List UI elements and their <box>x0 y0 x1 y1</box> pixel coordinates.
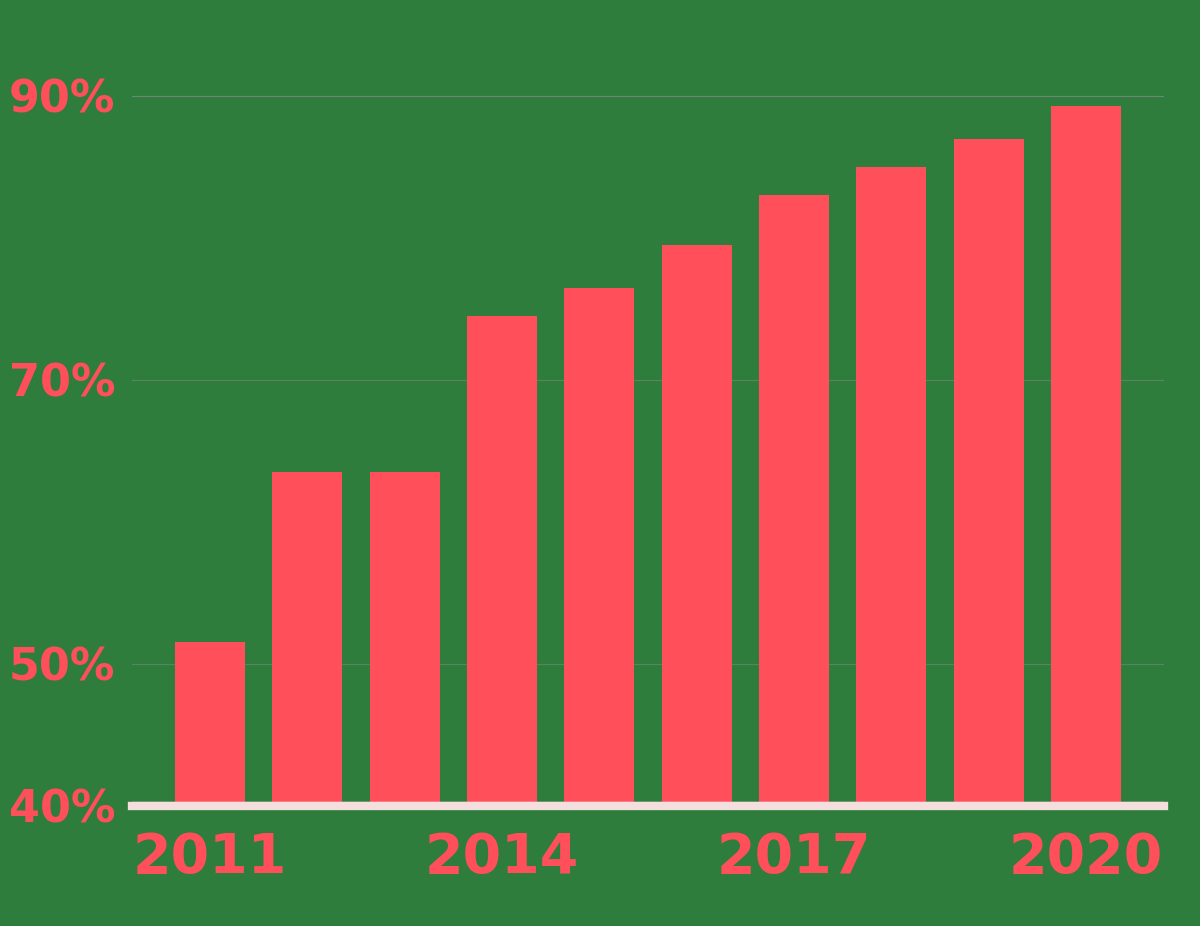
Bar <box>175 643 245 806</box>
Bar <box>370 472 439 806</box>
Bar <box>272 472 342 806</box>
Bar <box>564 288 635 806</box>
Bar <box>1051 106 1121 806</box>
Bar <box>857 167 926 806</box>
Bar <box>467 316 538 806</box>
Bar <box>758 195 829 806</box>
Bar <box>661 245 732 806</box>
Bar <box>954 139 1024 806</box>
